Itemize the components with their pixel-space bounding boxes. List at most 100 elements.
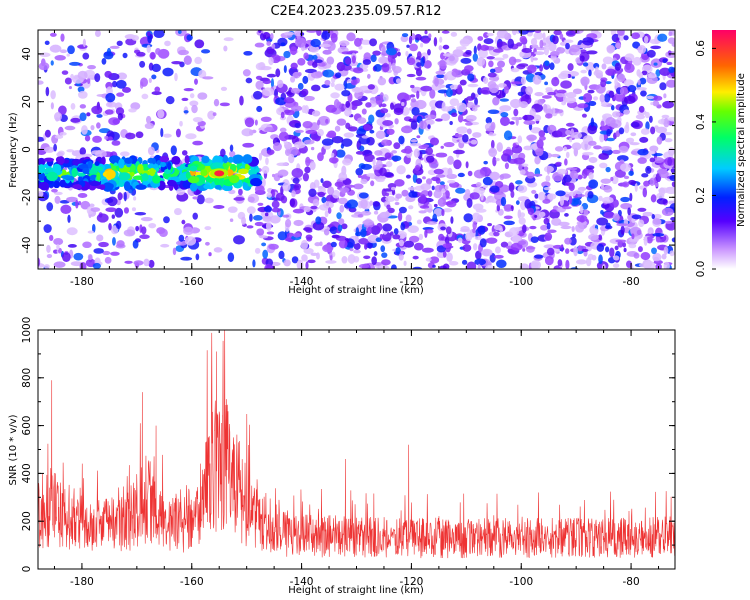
heat-cell <box>294 37 307 48</box>
heat-cell <box>433 37 438 47</box>
x-tick-label: -120 <box>399 576 423 588</box>
heat-cell <box>637 246 643 253</box>
heat-cell <box>559 196 565 207</box>
heat-cell <box>141 173 149 182</box>
heat-cell <box>453 149 465 155</box>
heat-cell <box>631 214 642 220</box>
heat-cell <box>249 129 254 136</box>
heat-cell <box>667 157 673 166</box>
heat-cell <box>345 122 351 130</box>
heat-cell <box>239 95 244 106</box>
heat-cell <box>489 185 500 193</box>
heat-cell <box>416 62 422 67</box>
heat-cell <box>53 191 63 196</box>
heat-cell <box>365 102 372 108</box>
heat-cell <box>141 226 147 235</box>
heat-cell <box>588 179 599 189</box>
snr-x-label: Height of straight line (km) <box>288 585 424 596</box>
heat-cell <box>515 180 523 185</box>
heat-cell <box>208 252 212 257</box>
heat-cell <box>183 55 192 66</box>
heat-cell <box>588 69 592 77</box>
heat-cell <box>541 181 551 188</box>
heat-cell <box>395 193 403 199</box>
heat-cell <box>385 210 390 218</box>
heat-cell <box>290 76 296 83</box>
heat-cell <box>587 253 594 261</box>
heat-cell <box>256 105 263 113</box>
heat-cell <box>560 80 572 89</box>
heat-cell <box>243 50 253 56</box>
heat-cell <box>223 45 228 52</box>
heat-cell <box>534 30 542 34</box>
heat-cell <box>339 204 345 213</box>
heat-cell <box>547 229 557 234</box>
heat-cell <box>401 101 405 107</box>
heat-cell <box>538 130 546 138</box>
heat-cell <box>403 260 407 267</box>
heat-cell <box>615 239 627 243</box>
heat-cell <box>54 134 64 139</box>
heat-cell <box>260 116 272 122</box>
heat-cell <box>472 212 481 221</box>
heat-cell <box>345 100 351 108</box>
heat-cell <box>111 80 118 88</box>
heat-cell <box>38 190 44 198</box>
heat-cell <box>329 226 338 235</box>
heat-cell <box>631 233 635 240</box>
heat-cell <box>510 190 515 198</box>
heat-cell <box>568 191 577 197</box>
heat-cell <box>661 114 670 119</box>
heat-cell <box>334 125 341 132</box>
heat-cell <box>256 228 265 236</box>
heat-cell <box>614 245 619 251</box>
heat-cell <box>45 86 50 97</box>
heat-cell <box>421 247 434 253</box>
heat-cell <box>318 62 326 67</box>
heat-cell <box>557 259 563 267</box>
heat-cell <box>403 240 415 248</box>
heat-cell <box>227 252 235 263</box>
heat-cell <box>427 124 431 130</box>
heat-cell <box>255 167 260 173</box>
heat-cell <box>61 70 69 75</box>
heat-cell <box>386 128 395 135</box>
heat-cell <box>569 170 578 179</box>
heat-cell <box>408 235 420 243</box>
heat-cell <box>108 117 121 126</box>
heat-cell <box>652 233 665 237</box>
heat-cell <box>460 226 470 232</box>
heat-cell <box>373 251 378 256</box>
heat-cell <box>157 109 165 119</box>
heat-cell <box>476 56 486 67</box>
heat-cell <box>539 211 546 218</box>
heat-cell <box>229 174 240 184</box>
colorbar <box>712 30 736 269</box>
heat-cell <box>487 109 500 115</box>
heat-cell <box>513 157 526 165</box>
heat-cell <box>294 122 302 129</box>
heat-cell <box>485 117 492 124</box>
heat-cell <box>64 125 76 131</box>
heat-cell <box>567 63 574 71</box>
heat-cell <box>117 192 123 201</box>
heat-cell <box>275 97 287 106</box>
heat-cell <box>551 217 562 226</box>
heat-cell <box>162 67 174 77</box>
heat-cell <box>580 69 588 74</box>
heat-cell <box>649 157 656 163</box>
heat-cell <box>381 103 387 108</box>
heat-cell <box>575 223 585 233</box>
heat-cell <box>596 217 609 226</box>
heat-cell <box>60 33 65 42</box>
heat-cell <box>357 214 364 218</box>
heat-cell <box>333 99 340 109</box>
heat-cell <box>623 109 630 115</box>
colorbar-tick-label: 0.6 <box>695 40 707 57</box>
heat-cell <box>327 41 336 52</box>
heat-cell <box>391 150 398 154</box>
heat-cell <box>115 79 127 89</box>
heat-cell <box>408 35 413 45</box>
heat-cell <box>485 237 498 244</box>
heat-cell <box>367 84 375 90</box>
